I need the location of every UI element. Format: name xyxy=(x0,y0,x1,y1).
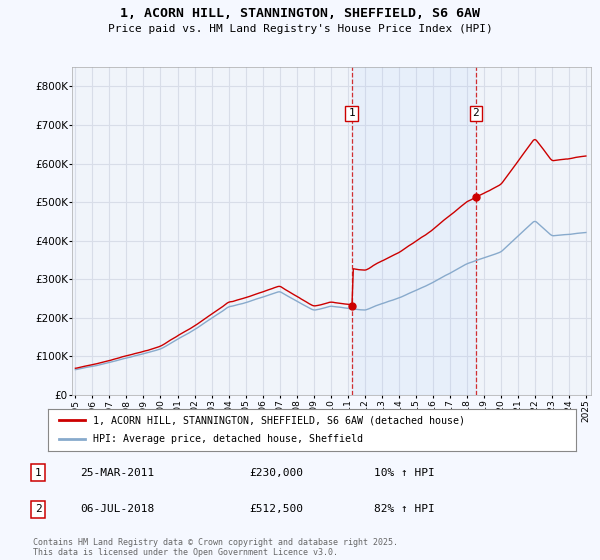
Text: 10% ↑ HPI: 10% ↑ HPI xyxy=(374,468,434,478)
Text: Contains HM Land Registry data © Crown copyright and database right 2025.
This d: Contains HM Land Registry data © Crown c… xyxy=(33,538,398,557)
Text: 06-JUL-2018: 06-JUL-2018 xyxy=(80,504,155,514)
Text: 82% ↑ HPI: 82% ↑ HPI xyxy=(374,504,434,514)
Text: 2: 2 xyxy=(472,109,479,119)
Text: £512,500: £512,500 xyxy=(250,504,304,514)
Text: £230,000: £230,000 xyxy=(250,468,304,478)
Text: Price paid vs. HM Land Registry's House Price Index (HPI): Price paid vs. HM Land Registry's House … xyxy=(107,24,493,34)
Text: HPI: Average price, detached house, Sheffield: HPI: Average price, detached house, Shef… xyxy=(93,435,363,445)
Bar xyxy=(352,67,476,395)
Text: 25-MAR-2011: 25-MAR-2011 xyxy=(80,468,155,478)
Text: 1, ACORN HILL, STANNINGTON, SHEFFIELD, S6 6AW (detached house): 1, ACORN HILL, STANNINGTON, SHEFFIELD, S… xyxy=(93,415,465,425)
Text: 1: 1 xyxy=(35,468,41,478)
Text: 1, ACORN HILL, STANNINGTON, SHEFFIELD, S6 6AW: 1, ACORN HILL, STANNINGTON, SHEFFIELD, S… xyxy=(120,7,480,20)
Text: 1: 1 xyxy=(348,109,355,119)
Text: 2: 2 xyxy=(35,504,41,514)
